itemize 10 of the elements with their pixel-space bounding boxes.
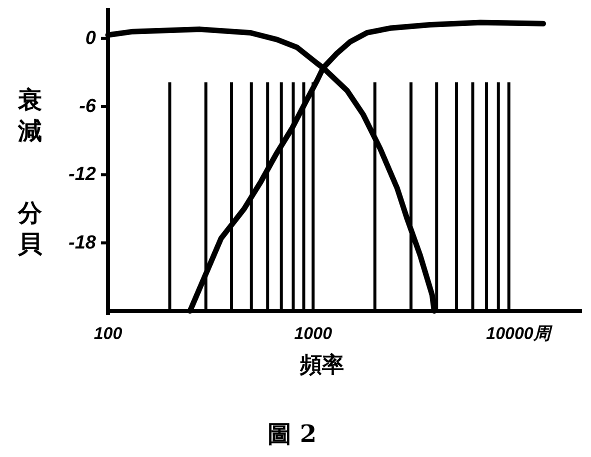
y-tick-label: -6 bbox=[79, 96, 96, 118]
x-tick-label: 1000 bbox=[294, 324, 332, 343]
y-axis-title: 衰減分貝 bbox=[18, 86, 42, 258]
caption: 圖 2 bbox=[267, 419, 317, 448]
y-tick-label: 0 bbox=[85, 28, 96, 49]
y-tick-label: -18 bbox=[68, 232, 96, 254]
x-tick-label: 10000周 bbox=[486, 324, 550, 343]
y-tick-label: -12 bbox=[68, 164, 96, 186]
x-axis-title: 頻率 bbox=[300, 353, 344, 378]
x-tick-label: 100 bbox=[94, 324, 122, 343]
